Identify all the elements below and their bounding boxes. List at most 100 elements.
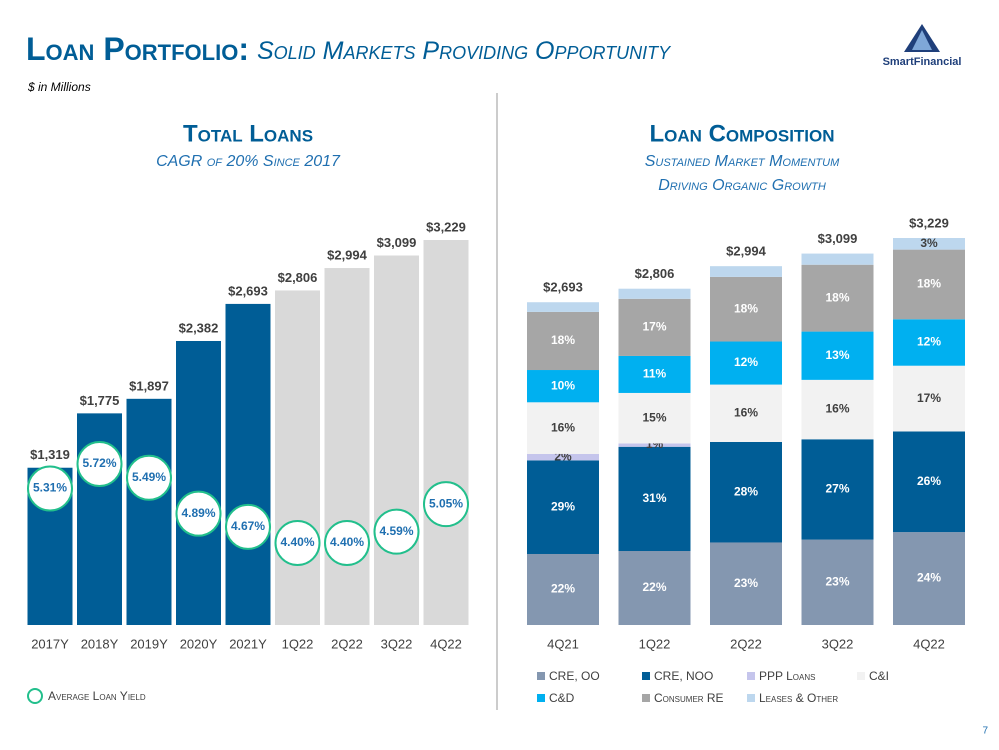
segment-label: 23% bbox=[825, 574, 849, 588]
bar-segment bbox=[893, 249, 965, 320]
segment-label: 17% bbox=[642, 320, 666, 334]
segment-label: 18% bbox=[917, 277, 941, 291]
bar-segment bbox=[710, 384, 782, 442]
legend-swatch bbox=[747, 694, 755, 702]
bar-segment bbox=[893, 431, 965, 533]
segment-label: 22% bbox=[642, 580, 666, 594]
bar bbox=[275, 290, 320, 625]
segment-label: 11% bbox=[643, 367, 667, 381]
yield-label: 4.40% bbox=[330, 535, 364, 549]
x-tick-label: 1Q22 bbox=[282, 636, 314, 651]
segment-label: 29% bbox=[551, 499, 575, 513]
left-chart-title: Total Loans bbox=[183, 120, 313, 147]
legend-label: Leases & Other bbox=[759, 691, 838, 705]
bar-segment bbox=[801, 379, 874, 440]
x-tick-label: 1Q22 bbox=[639, 636, 671, 651]
bar bbox=[126, 398, 172, 625]
yield-marker bbox=[225, 503, 271, 550]
segment-label: 26% bbox=[917, 474, 941, 488]
segment-label: 18% bbox=[825, 290, 849, 304]
legend-label: C&I bbox=[869, 669, 889, 683]
legend-label: CRE, OO bbox=[549, 669, 600, 683]
yield-marker bbox=[27, 465, 73, 512]
segment-label: 22% bbox=[551, 582, 575, 596]
x-tick-label: 2017Y bbox=[31, 636, 69, 651]
segment-label: 12% bbox=[917, 335, 941, 349]
bar-segment bbox=[618, 288, 691, 299]
bar-segment bbox=[527, 460, 599, 554]
right-chart-subtitle: Driving Organic Growth bbox=[658, 177, 826, 194]
yield-marker bbox=[423, 481, 469, 528]
x-tick-label: 3Q22 bbox=[381, 636, 413, 651]
bar-segment bbox=[710, 341, 782, 385]
bar-segment bbox=[618, 551, 691, 625]
legend-swatch bbox=[537, 694, 545, 702]
bar-segment bbox=[710, 542, 782, 625]
right-chart-title: Loan Composition bbox=[649, 120, 834, 147]
right-chart-subtitle: Sustained Market Momentum bbox=[645, 153, 840, 170]
segment-label: 23% bbox=[734, 576, 758, 590]
bar bbox=[176, 340, 221, 625]
legend-swatch bbox=[642, 672, 650, 680]
slide-subtitle: $ in Millions bbox=[27, 80, 91, 94]
segment-label: 16% bbox=[734, 405, 758, 419]
logo-text: SmartFinancial bbox=[883, 56, 962, 68]
segment-label: 10% bbox=[551, 378, 575, 392]
segment-label: 16% bbox=[825, 402, 849, 416]
bar-segment bbox=[801, 439, 874, 540]
bar-segment bbox=[710, 266, 782, 277]
legend-label: Consumer RE bbox=[654, 691, 724, 705]
legend-label: CRE, NOO bbox=[654, 669, 713, 683]
x-tick-label: 2019Y bbox=[130, 636, 168, 651]
yield-marker bbox=[324, 520, 370, 566]
bar-value-label: $3,229 bbox=[426, 219, 466, 234]
bar-segment bbox=[893, 319, 965, 366]
left-chart-subtitle: CAGR of 20% Since 2017 bbox=[156, 153, 341, 170]
x-tick-label: 2021Y bbox=[229, 636, 267, 651]
segment-label: 17% bbox=[917, 391, 941, 405]
legend-swatch bbox=[642, 694, 650, 702]
legend-swatch bbox=[27, 688, 43, 704]
bar-segment bbox=[527, 553, 599, 625]
bar-value-label: $1,897 bbox=[129, 378, 169, 393]
bar-value-label: $3,099 bbox=[377, 235, 417, 250]
legend-swatch bbox=[747, 672, 755, 680]
x-tick-label: 2Q22 bbox=[331, 636, 363, 651]
total-label: $2,994 bbox=[726, 244, 767, 259]
yield-marker bbox=[76, 441, 123, 487]
slide-title: Loan Portfolio: Solid Markets Providing O… bbox=[26, 31, 672, 67]
bar-segment bbox=[801, 264, 874, 332]
bar-segment bbox=[893, 238, 965, 250]
yield-marker bbox=[175, 490, 222, 537]
bar-segment bbox=[527, 311, 599, 371]
bar bbox=[324, 268, 370, 625]
bar-value-label: $2,693 bbox=[228, 283, 268, 298]
bar bbox=[225, 303, 271, 625]
yield-label: 5.05% bbox=[429, 496, 463, 510]
bar bbox=[423, 240, 469, 625]
total-label: $2,806 bbox=[635, 266, 675, 281]
legend-swatch bbox=[537, 672, 545, 680]
total-label: $3,229 bbox=[909, 215, 949, 230]
bar-segment bbox=[527, 370, 599, 403]
total-label: $3,099 bbox=[818, 231, 858, 246]
segment-label: 12% bbox=[734, 355, 758, 369]
x-tick-label: 4Q21 bbox=[547, 636, 579, 651]
bar-value-label: $2,382 bbox=[179, 320, 219, 335]
segment-label: 27% bbox=[825, 482, 849, 496]
segment-label: 13% bbox=[825, 348, 849, 362]
legend-label: PPP Loans bbox=[759, 669, 815, 683]
bar-value-label: $2,806 bbox=[278, 270, 318, 285]
yield-marker bbox=[126, 454, 172, 501]
yield-label: 5.49% bbox=[132, 470, 166, 484]
yield-label: 4.89% bbox=[181, 506, 215, 520]
legend-label: Average Loan Yield bbox=[48, 689, 146, 703]
yield-label: 4.40% bbox=[280, 535, 314, 549]
bar-value-label: $1,319 bbox=[30, 447, 70, 462]
bar-segment bbox=[893, 532, 965, 625]
bar-segment bbox=[618, 355, 691, 393]
page-number: 7 bbox=[982, 726, 988, 737]
bar bbox=[374, 255, 419, 625]
segment-label: 18% bbox=[734, 301, 758, 315]
